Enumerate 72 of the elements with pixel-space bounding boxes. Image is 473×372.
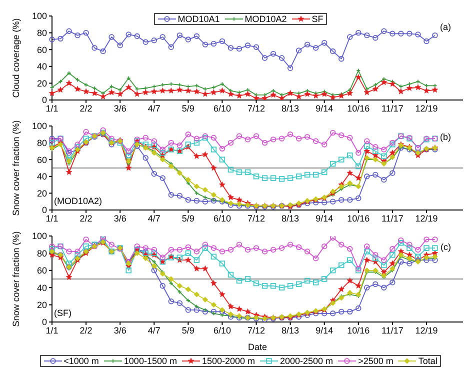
y-tick-label: 40 (36, 282, 47, 293)
x-tick-label: 8/13 (282, 325, 300, 336)
x-tick-label: 10/16 (347, 213, 370, 224)
x-tick-label: 7/12 (248, 213, 266, 224)
text: (c) (440, 242, 451, 252)
x-tick-label: 12/19 (415, 325, 438, 336)
text: (a) (440, 22, 451, 32)
x-tick-label: 6/10 (213, 325, 231, 336)
legend-label: 1000-1500 m (124, 356, 177, 366)
x-tick-label: 8/13 (282, 213, 300, 224)
y-tick-label: 60 (36, 266, 47, 276)
x-tick-label: 4/7 (148, 325, 160, 336)
y-tick-label: 100 (32, 11, 47, 22)
x-tick-label: 9/14 (316, 325, 334, 336)
y-tick-label: 20 (36, 300, 47, 310)
y-tick-label: 0 (42, 95, 47, 106)
legend-label: MOD10A2 (244, 14, 287, 24)
x-tick-label: 9/14 (316, 213, 334, 224)
legend-label: MOD10A1 (178, 14, 220, 24)
x-tick-label: 5/9 (182, 103, 194, 114)
x-tick-label: 2/2 (80, 213, 92, 224)
x-tick-label: 1/1 (46, 103, 58, 114)
x-tick-label: 10/16 (347, 325, 370, 336)
x-tick-label: 4/7 (148, 213, 160, 224)
x-tick-label: 3/6 (114, 103, 126, 114)
x-tick-label: 6/10 (213, 103, 231, 114)
x-tick-label: 1/1 (46, 213, 58, 224)
y-tick-label: 100 (32, 231, 47, 242)
x-tick-label: 12/19 (415, 213, 438, 224)
x-tick-label: 5/9 (182, 213, 194, 224)
y-tick-label: 40 (36, 62, 47, 72)
x-axis-title: Date (248, 342, 268, 352)
legend-label: 1500-2000 m (202, 356, 256, 366)
x-tick-label: 5/9 (182, 325, 194, 336)
legend-label: SF (312, 14, 324, 24)
y-tick-label: 100 (32, 121, 47, 132)
legend-label: 2000-2500 m (280, 356, 334, 366)
x-tick-label: 3/6 (114, 213, 126, 224)
x-tick-label: 3/6 (114, 325, 126, 336)
x-tick-label: 11/17 (382, 103, 404, 114)
annotation: (MOD10A2) (54, 196, 102, 206)
x-tick-label: 2/2 (80, 325, 92, 336)
x-tick-label: 9/14 (316, 103, 334, 114)
y-tick-label: 0 (42, 317, 47, 328)
x-tick-label: 10/16 (347, 103, 370, 114)
y-tick-label: 80 (36, 138, 47, 148)
y-axis-title: Cloud coverage (%) (11, 18, 22, 98)
y-tick-label: 20 (36, 188, 47, 198)
x-tick-label: 4/7 (148, 103, 160, 114)
legend-label: Total (418, 356, 438, 366)
x-tick-label: 12/19 (415, 103, 438, 114)
legend-label: >2500 m (358, 356, 394, 366)
y-tick-label: 60 (36, 154, 47, 165)
annotation: (SF) (54, 308, 72, 318)
y-tick-label: 20 (36, 78, 47, 88)
y-axis-title: Snow cover fraction (%) (11, 231, 22, 327)
y-axis-title: Snow cover fraction (%) (11, 120, 22, 216)
y-tick-label: 80 (36, 28, 47, 38)
y-tick-label: 60 (36, 44, 47, 55)
text: (b) (440, 132, 451, 142)
y-tick-label: 40 (36, 172, 47, 182)
x-tick-label: 7/12 (248, 325, 266, 336)
x-tick-label: 2/2 (80, 103, 92, 114)
y-tick-label: 0 (42, 205, 47, 216)
x-tick-label: 11/17 (382, 325, 404, 336)
x-tick-label: 1/1 (46, 325, 58, 336)
x-tick-label: 11/17 (382, 213, 404, 224)
legend-label: <1000 m (64, 356, 99, 366)
x-tick-label: 7/12 (248, 103, 266, 114)
y-tick-label: 80 (36, 248, 47, 258)
x-tick-label: 6/10 (213, 213, 231, 224)
x-tick-label: 8/13 (282, 103, 300, 114)
